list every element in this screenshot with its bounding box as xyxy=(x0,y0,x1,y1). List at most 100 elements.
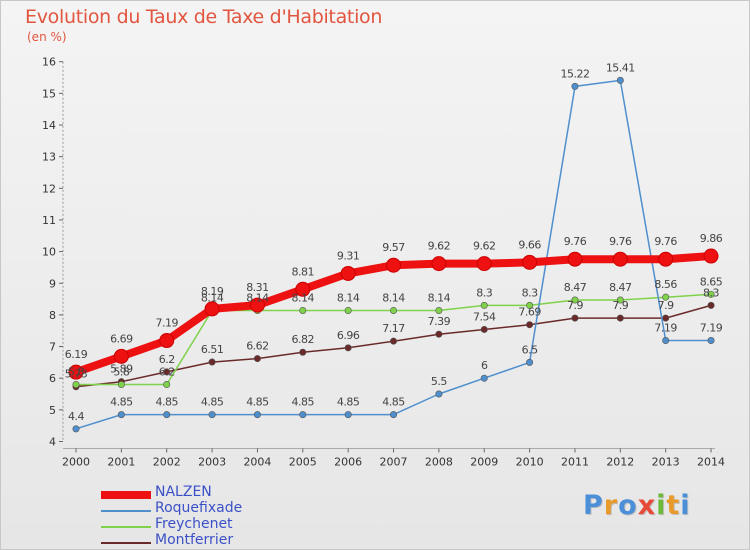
y-tick-label-12: 12 xyxy=(42,182,56,195)
data-label-roquefixade-2013: 7.19 xyxy=(654,322,677,335)
data-label-montferrier-2004: 6.62 xyxy=(246,340,269,353)
data-point-roquefixade-2005 xyxy=(299,411,307,419)
chart-title: Evolution du Taux de Taxe d'Habitation xyxy=(25,6,383,28)
data-point-freychenet-2012 xyxy=(616,296,624,304)
legend-item-nalzen: NALZEN xyxy=(101,484,331,503)
x-tick-label-2001: 2001 xyxy=(107,456,135,469)
data-label-nalzen-2012: 9.76 xyxy=(609,235,632,248)
data-label-nalzen-2011: 9.76 xyxy=(564,235,587,248)
legend-item-roquefixade: Roquefixade xyxy=(101,500,331,519)
x-tick-label-2009: 2009 xyxy=(470,456,498,469)
data-label-montferrier-2009: 7.54 xyxy=(473,310,496,323)
data-label-roquefixade-2001: 4.85 xyxy=(110,396,133,409)
y-tick-label-5: 5 xyxy=(49,404,56,417)
x-tick-label-2013: 2013 xyxy=(652,456,680,469)
y-tick-label-4: 4 xyxy=(49,436,56,449)
data-point-roquefixade-2004 xyxy=(253,411,261,419)
chart-series xyxy=(68,76,719,433)
data-point-nalzen-2006 xyxy=(340,265,356,281)
data-point-nalzen-2000 xyxy=(68,364,84,380)
y-tick-label-8: 8 xyxy=(49,309,56,322)
data-label-montferrier-2000: 5.73 xyxy=(65,368,88,381)
proxiti-logo: Proxiti xyxy=(583,490,691,521)
data-label-nalzen-2002: 7.19 xyxy=(155,317,178,330)
y-tick-label-6: 6 xyxy=(49,372,56,385)
data-point-freychenet-2008 xyxy=(435,306,443,314)
data-point-roquefixade-2002 xyxy=(163,411,171,419)
logo-letter: o xyxy=(618,490,638,521)
data-label-roquefixade-2014: 7.19 xyxy=(700,322,723,335)
data-label-freychenet-2001: 5.8 xyxy=(113,366,129,379)
data-label-freychenet-2005: 8.14 xyxy=(292,291,315,304)
x-tick-label-2011: 2011 xyxy=(561,456,589,469)
data-point-nalzen-2012 xyxy=(612,251,628,267)
x-tick-label-2010: 2010 xyxy=(516,456,544,469)
logo-letter: i xyxy=(656,490,667,521)
y-tick-label-9: 9 xyxy=(49,277,56,290)
data-label-roquefixade-2012: 15.41 xyxy=(606,61,635,74)
data-point-freychenet-2000 xyxy=(72,381,80,389)
data-point-nalzen-2005 xyxy=(295,281,311,297)
data-point-freychenet-2002 xyxy=(163,381,171,389)
data-label-montferrier-2012: 7.9 xyxy=(612,299,628,312)
data-label-roquefixade-2011: 15.22 xyxy=(560,67,589,80)
y-tick-label-11: 11 xyxy=(42,214,56,227)
x-tick-label-2002: 2002 xyxy=(153,456,181,469)
logo-letter: x xyxy=(637,490,657,521)
x-tick-label-2014: 2014 xyxy=(697,456,725,469)
data-label-freychenet-2000: 5.8 xyxy=(68,366,84,379)
data-label-freychenet-2004: 8.14 xyxy=(246,291,269,304)
data-point-montferrier-2006 xyxy=(344,344,352,352)
data-label-roquefixade-2000: 4.4 xyxy=(68,410,84,423)
data-label-nalzen-2005: 8.81 xyxy=(292,265,315,278)
logo-letter: t xyxy=(666,490,681,521)
data-point-roquefixade-2013 xyxy=(662,337,670,345)
data-point-roquefixade-2007 xyxy=(390,411,398,419)
data-point-roquefixade-2008 xyxy=(435,390,443,398)
data-point-nalzen-2002 xyxy=(159,333,175,349)
x-tick-label-2007: 2007 xyxy=(380,456,408,469)
data-point-freychenet-2011 xyxy=(571,296,579,304)
data-point-roquefixade-2001 xyxy=(117,411,125,419)
data-label-roquefixade-2004: 4.85 xyxy=(246,396,269,409)
data-point-freychenet-2009 xyxy=(480,301,488,309)
data-point-freychenet-2005 xyxy=(299,306,307,314)
data-point-montferrier-2013 xyxy=(662,314,670,322)
data-label-roquefixade-2009: 6 xyxy=(481,359,488,372)
data-label-montferrier-2002: 6.2 xyxy=(159,353,175,366)
data-point-freychenet-2013 xyxy=(662,293,670,301)
y-tick-label-10: 10 xyxy=(42,246,56,259)
data-point-nalzen-2010 xyxy=(522,254,538,270)
x-tick-label-2004: 2004 xyxy=(243,456,271,469)
data-label-montferrier-2014: 8.3 xyxy=(703,286,719,299)
data-label-nalzen-2004: 8.31 xyxy=(246,281,269,294)
data-label-montferrier-2003: 6.51 xyxy=(201,343,224,356)
data-label-montferrier-2007: 7.17 xyxy=(382,322,405,335)
data-label-nalzen-2007: 9.57 xyxy=(382,241,405,254)
y-tick-label-7: 7 xyxy=(49,341,56,354)
data-label-montferrier-2001: 5.89 xyxy=(110,363,133,376)
data-point-montferrier-2007 xyxy=(390,337,398,345)
data-label-montferrier-2008: 7.39 xyxy=(428,315,451,328)
data-label-freychenet-2006: 8.14 xyxy=(337,291,360,304)
x-tick-label-2003: 2003 xyxy=(198,456,226,469)
data-point-nalzen-2008 xyxy=(431,256,447,272)
data-point-montferrier-2010 xyxy=(526,321,534,329)
chart-unit-label: (en %) xyxy=(27,30,67,44)
legend-swatch-roquefixade xyxy=(101,510,151,512)
data-label-montferrier-2006: 6.96 xyxy=(337,329,360,342)
data-point-montferrier-2004 xyxy=(253,355,261,363)
data-label-freychenet-2007: 8.14 xyxy=(382,291,405,304)
y-tick-label-14: 14 xyxy=(42,119,56,132)
data-label-nalzen-2008: 9.62 xyxy=(428,240,451,253)
legend-label-nalzen: NALZEN xyxy=(155,484,212,500)
data-point-nalzen-2009 xyxy=(476,256,492,272)
data-label-nalzen-2009: 9.62 xyxy=(473,240,496,253)
data-point-nalzen-2004 xyxy=(249,297,265,313)
data-point-roquefixade-2011 xyxy=(571,82,579,90)
data-point-montferrier-2009 xyxy=(480,325,488,333)
data-point-montferrier-2003 xyxy=(208,358,216,366)
x-tick-label-2006: 2006 xyxy=(334,456,362,469)
